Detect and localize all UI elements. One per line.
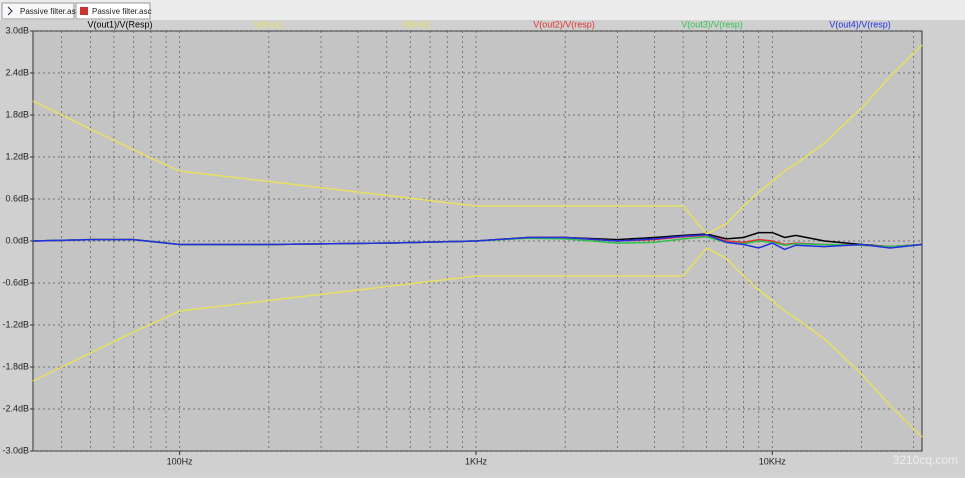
- tab[interactable]: Passive filter.asc: [1, 2, 80, 20]
- y-tick-label: -0.6dB: [2, 277, 29, 287]
- legend-label: V(out2)/V(resp): [533, 19, 595, 29]
- x-tick-label: 100Hz: [167, 456, 194, 466]
- series-line: [32, 247, 923, 438]
- tab-box: [1, 2, 75, 20]
- y-tick-label: 0.0dB: [5, 235, 29, 245]
- legend-label: V(out1)/V(Resp): [87, 19, 152, 29]
- y-tick-label: 0.6dB: [5, 193, 29, 203]
- x-tick-label: 10KHz: [759, 456, 787, 466]
- x-tick-label: 1KHz: [465, 456, 488, 466]
- tab[interactable]: Passive filter.asc: [75, 2, 152, 20]
- y-tick-label: -2.4dB: [2, 403, 29, 413]
- y-tick-label: -3.0dB: [2, 445, 29, 455]
- y-tick-label: 1.2dB: [5, 151, 29, 161]
- y-tick-label: -1.2dB: [2, 319, 29, 329]
- tab-box: [75, 2, 151, 20]
- legend-label: V(lim1): [254, 19, 283, 29]
- y-tick-label: 1.8dB: [5, 109, 29, 119]
- tab-bar: [0, 0, 965, 20]
- tab-icon: [80, 7, 88, 15]
- tab-label: Passive filter.asc: [20, 7, 80, 16]
- series-line: [32, 44, 923, 235]
- series-line: [32, 233, 923, 251]
- y-tick-label: 3.0dB: [5, 25, 29, 35]
- legend-label: V(lim2): [402, 19, 431, 29]
- legend-label: V(out3)/V(resp): [681, 19, 743, 29]
- y-tick-label: 2.4dB: [5, 67, 29, 77]
- watermark: 3210cq.com: [893, 453, 958, 467]
- legend-label: V(out4)/V(resp): [829, 19, 891, 29]
- tab-label: Passive filter.asc: [92, 7, 152, 16]
- tab-icon: [7, 6, 13, 16]
- y-tick-label: -1.8dB: [2, 361, 29, 371]
